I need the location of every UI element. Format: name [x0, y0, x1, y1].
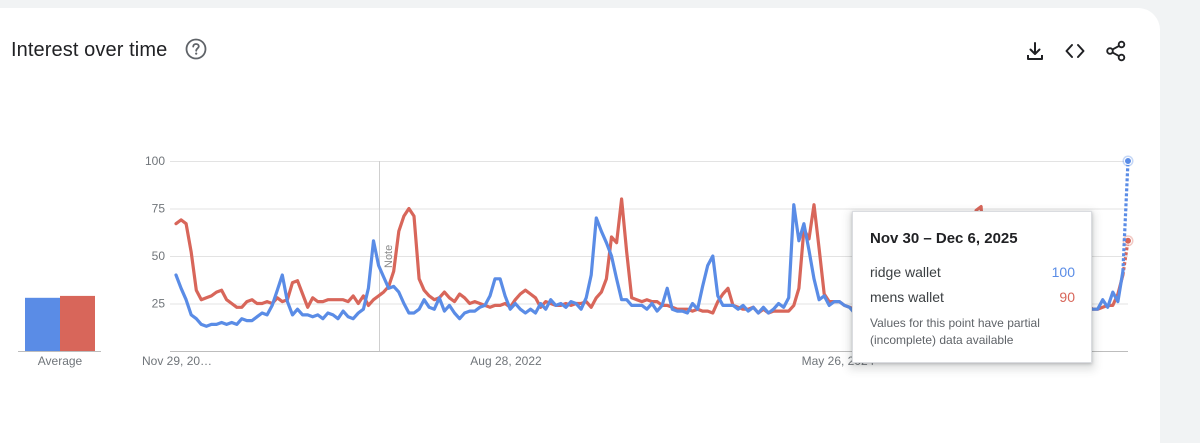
page-title: Interest over time: [11, 39, 168, 61]
y-tick-label: 100: [145, 154, 165, 168]
tooltip-series-label: ridge wallet: [870, 264, 941, 280]
y-tick-label: 75: [152, 202, 166, 216]
data-tooltip: Nov 30 – Dec 6, 2025 ridge wallet 100 me…: [852, 211, 1092, 363]
y-tick-label: 50: [152, 249, 166, 263]
embed-code-icon[interactable]: [1064, 40, 1086, 62]
x-tick-label: Nov 29, 20…: [142, 354, 212, 368]
tooltip-note: Values for this point have partial (inco…: [870, 316, 1040, 347]
tooltip-series-value: 100: [1051, 264, 1075, 280]
tooltip-date: Nov 30 – Dec 6, 2025: [870, 230, 1018, 247]
tooltip-row-mens: mens wallet 90: [870, 289, 1075, 305]
tooltip-row-ridge: ridge wallet 100: [870, 264, 1075, 280]
partial-segment-ridge-wallet: [1121, 160, 1130, 272]
tooltip-series-label: mens wallet: [870, 289, 944, 305]
note-annotation-label: Note: [383, 245, 395, 268]
x-tick-label: Aug 28, 2022: [470, 354, 542, 368]
tooltip-series-value: 90: [1059, 289, 1075, 305]
y-tick-label: 25: [152, 297, 166, 311]
average-bar-mens-wallet: [60, 295, 95, 351]
download-icon[interactable]: [1024, 40, 1046, 62]
average-bar-ridge-wallet: [25, 297, 60, 351]
point-marker: [1124, 157, 1132, 165]
share-icon[interactable]: [1105, 40, 1127, 62]
average-label: Average: [38, 354, 83, 368]
help-circle-icon[interactable]: [185, 38, 207, 60]
